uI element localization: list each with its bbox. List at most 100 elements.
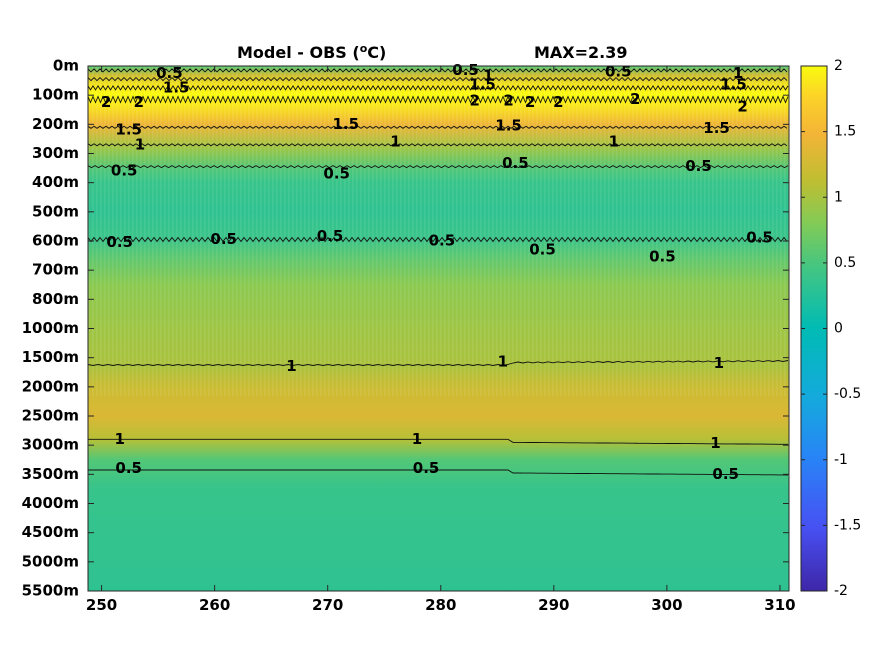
contour-label: 2 bbox=[503, 92, 513, 110]
contour-label: 2 bbox=[469, 92, 479, 110]
y-tick-label: 500m bbox=[32, 202, 79, 220]
colorbar-tick-label: 0.5 bbox=[834, 255, 856, 271]
contour-line-6 bbox=[87, 165, 789, 169]
contour-label: 1 bbox=[609, 132, 619, 150]
contour-line-7 bbox=[87, 236, 788, 243]
contour-line-4 bbox=[87, 125, 788, 129]
contour-line-1 bbox=[87, 76, 788, 82]
contour-label: 1.5 bbox=[333, 115, 360, 133]
stripe-texture bbox=[88, 66, 789, 396]
contour-label: 0.5 bbox=[210, 230, 237, 248]
colorbar-tick-label: -0.5 bbox=[834, 386, 861, 402]
y-tick-label: 5500m bbox=[22, 582, 79, 600]
contour-label: 0.5 bbox=[712, 465, 739, 483]
y-tick-label: 200m bbox=[32, 115, 79, 133]
contour-label: 0.5 bbox=[605, 62, 632, 80]
contour-label: 2 bbox=[525, 93, 535, 111]
contour-label: 1 bbox=[710, 434, 720, 452]
contour-label: 1 bbox=[390, 132, 400, 150]
contour-label: 0.5 bbox=[106, 233, 133, 251]
contour-label: 1 bbox=[483, 67, 493, 85]
contour-lines bbox=[87, 68, 789, 476]
x-tick-label: 270 bbox=[312, 596, 343, 614]
contour-label: 0.5 bbox=[115, 459, 142, 477]
x-tick-label: 250 bbox=[86, 596, 117, 614]
y-tick-label: 100m bbox=[32, 86, 79, 104]
y-tick-label: 1000m bbox=[22, 319, 79, 337]
y-tick-label: 4000m bbox=[22, 494, 79, 512]
colorbar-tick-label: -1 bbox=[834, 452, 848, 468]
contour-label: 1.5 bbox=[115, 121, 142, 139]
contour-label: 1 bbox=[714, 354, 724, 372]
y-tick-label: 800m bbox=[32, 290, 79, 308]
contour-label: 1.5 bbox=[495, 116, 522, 134]
y-tick-label: 0m bbox=[53, 57, 79, 75]
contour-label: 0.5 bbox=[649, 248, 676, 266]
x-tick-label: 260 bbox=[199, 596, 230, 614]
chart-title-right: MAX=2.39 bbox=[534, 43, 628, 62]
contour-label: 2 bbox=[630, 90, 640, 108]
x-tick-label: 310 bbox=[764, 596, 795, 614]
contour-line-10 bbox=[88, 469, 789, 476]
y-tick-label: 600m bbox=[32, 232, 79, 250]
contour-label: 0.5 bbox=[746, 229, 773, 247]
y-axis: 0m 100m 200m 300m 400m 500m 600m 700m 800m 1000m 1… bbox=[22, 57, 789, 600]
contour-label: 1 bbox=[412, 430, 422, 448]
y-tick-label: 3500m bbox=[22, 465, 79, 483]
contour-label: 1.5 bbox=[720, 76, 747, 94]
contour-label: 1.5 bbox=[469, 76, 496, 94]
contour-label: 0.5 bbox=[111, 162, 138, 180]
y-tick-label: 2500m bbox=[22, 407, 79, 425]
plot-area: 0.51.52 20.5 11.52 2 2 20.5 11.52 21.511.511.51… bbox=[87, 61, 790, 592]
contour-label: 0.5 bbox=[529, 240, 556, 258]
colorbar-tick-label: -1.5 bbox=[834, 517, 861, 533]
contour-line-3 bbox=[87, 95, 789, 104]
x-tick-label: 280 bbox=[425, 596, 456, 614]
colorbar-tick-label: 0 bbox=[834, 321, 843, 337]
chart-title-left: Model - OBS (oC) bbox=[237, 42, 386, 62]
contour-label: 1 bbox=[286, 357, 296, 375]
x-axis: 250 260 270 280 290 300 310 bbox=[86, 66, 796, 614]
contour-label: 2 bbox=[553, 93, 563, 111]
y-tick-label: 4500m bbox=[22, 523, 79, 541]
contour-label: 2 bbox=[101, 93, 111, 111]
contour-label: 0.5 bbox=[685, 157, 712, 175]
contour-label: 0.5 bbox=[156, 64, 183, 82]
contour-label: 1 bbox=[135, 135, 145, 153]
contour-line-2 bbox=[87, 85, 789, 91]
colorbar-tick-label: 2 bbox=[834, 58, 843, 74]
x-tick-label: 300 bbox=[651, 596, 682, 614]
y-tick-label: 1500m bbox=[22, 348, 79, 366]
contour-label: 1 bbox=[498, 353, 508, 371]
colorbar-tick-label: 1.5 bbox=[834, 124, 856, 140]
y-tick-label: 400m bbox=[32, 173, 79, 191]
contour-label: 1 bbox=[733, 64, 743, 82]
y-tick-label: 700m bbox=[32, 261, 79, 279]
contour-label: 0.5 bbox=[317, 227, 344, 245]
contour-label: 1.5 bbox=[163, 78, 190, 96]
y-tick-label: 2000m bbox=[22, 377, 79, 395]
x-tick-label: 290 bbox=[538, 596, 569, 614]
contour-line-5 bbox=[87, 143, 788, 147]
contour-label: 0.5 bbox=[323, 164, 350, 182]
contour-line-9 bbox=[88, 438, 788, 445]
y-tick-label: 3000m bbox=[22, 436, 79, 454]
contour-line-0 bbox=[87, 68, 788, 73]
contour-label: 1 bbox=[114, 430, 124, 448]
contour-labels: 0.51.52 20.5 11.52 2 2 20.5 11.52 21.511.511.51… bbox=[101, 61, 773, 483]
colorbar-tick-label: 1 bbox=[834, 189, 843, 205]
contour-label: 2 bbox=[737, 97, 747, 115]
colorbar: 2 1.5 1 0.5 0 -0.5 -1 -1.5 -2 bbox=[800, 58, 861, 599]
contour-label: 0.5 bbox=[429, 232, 456, 250]
y-tick-label: 5000m bbox=[22, 552, 79, 570]
colorbar-tick-label: -2 bbox=[834, 583, 848, 599]
contour-label: 0.5 bbox=[413, 459, 440, 477]
contour-line-8 bbox=[87, 360, 789, 366]
contour-label: 0.5 bbox=[502, 154, 529, 172]
contour-label: 0.5 bbox=[452, 61, 479, 79]
y-tick-label: 300m bbox=[32, 144, 79, 162]
contour-label: 2 bbox=[134, 93, 144, 111]
contour-label: 1.5 bbox=[703, 119, 730, 137]
colorbar-ticks: 2 1.5 1 0.5 0 -0.5 -1 -1.5 -2 bbox=[801, 58, 861, 599]
